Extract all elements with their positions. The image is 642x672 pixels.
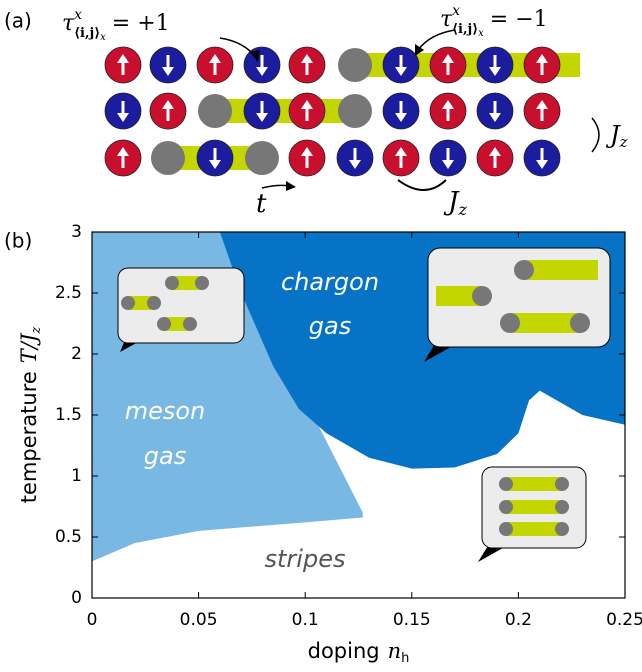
hole (472, 286, 492, 306)
string (506, 477, 562, 491)
region-label: gas (309, 312, 351, 340)
tau-annotation: τx⟨i,j⟩x= +1 (62, 7, 170, 43)
hole (338, 94, 372, 128)
hole (499, 477, 513, 491)
tau-annotation: τx⟨i,j⟩x= −1 (440, 3, 548, 39)
tau-sub: ⟨i,j⟩ (74, 26, 100, 41)
y-tick-label: 1.5 (55, 405, 82, 425)
hole (121, 296, 135, 310)
jz-main: J (443, 187, 460, 217)
string (215, 99, 355, 123)
hole (499, 500, 513, 514)
y-label-var: T/J (17, 332, 41, 363)
tau-sup: x (74, 7, 82, 23)
hole (198, 94, 232, 128)
jz-main: J (605, 121, 621, 149)
hole (514, 260, 534, 280)
y-tick-label: 1 (71, 466, 82, 486)
y-axis-label: temperature T/Jz (17, 327, 44, 504)
tau-sub2: x (478, 28, 484, 39)
y-label-text: temperature (17, 371, 41, 503)
string (510, 313, 580, 333)
x-label-sub: h (401, 651, 409, 666)
hole (147, 296, 161, 310)
jz-label: Jz (605, 121, 628, 152)
y-tick-label: 0 (71, 588, 82, 608)
hole (555, 522, 569, 536)
tau-rhs: = +1 (112, 11, 170, 36)
hole (555, 477, 569, 491)
y-label-sub: z (29, 327, 44, 335)
jz-sub: z (457, 200, 467, 219)
string (506, 522, 562, 536)
y-tick-label: 3 (71, 222, 82, 242)
x-tick-label: 0.25 (606, 610, 642, 630)
string (506, 500, 562, 514)
panel-label: (a) (4, 9, 32, 33)
y-tick-label: 2 (71, 344, 82, 364)
hole (151, 141, 185, 175)
tau-sub2: x (100, 32, 106, 43)
hole (555, 500, 569, 514)
jz-label: Jz (443, 187, 467, 219)
bond-arc (398, 180, 446, 190)
hole (157, 317, 171, 331)
figure: (a) (b) τx⟨i,j⟩x= +1 τx⟨i,j⟩x= −1 Jz t J… (0, 0, 642, 672)
bracket (592, 118, 599, 152)
hole (183, 317, 197, 331)
string (524, 260, 598, 280)
tau-sub: ⟨i,j⟩ (452, 22, 478, 37)
x-tick-label: 0.15 (393, 610, 431, 630)
x-tick-label: 0.1 (292, 610, 319, 630)
region-label: stripes (265, 545, 346, 573)
arrowhead (286, 181, 296, 191)
tau-symbol: τ (62, 11, 75, 36)
y-tick-label: 2.5 (55, 283, 82, 303)
hop-arrow (262, 185, 290, 188)
tau-sup: x (452, 3, 460, 19)
x-label-var: n (388, 639, 402, 663)
hole (195, 276, 209, 290)
hole (245, 141, 279, 175)
spin-lattice (105, 47, 580, 176)
panel-label: (b) (4, 229, 32, 253)
hole (500, 313, 520, 333)
tau-rhs: = −1 (490, 7, 548, 32)
hole (499, 522, 513, 536)
x-tick-label: 0.05 (180, 610, 218, 630)
hole (165, 276, 179, 290)
x-tick-label: 0.2 (505, 610, 532, 630)
x-label-text: doping (308, 639, 380, 663)
y-tick-label: 0.5 (55, 527, 82, 547)
region-label: meson (125, 397, 206, 425)
region-label: gas (144, 442, 186, 470)
hop-label: t (256, 189, 267, 219)
hole (338, 48, 372, 82)
hole (570, 313, 590, 333)
jz-sub: z (619, 133, 628, 151)
region-label: chargon (281, 268, 379, 296)
x-tick-label: 0 (87, 610, 98, 630)
tau-symbol: τ (440, 7, 453, 32)
